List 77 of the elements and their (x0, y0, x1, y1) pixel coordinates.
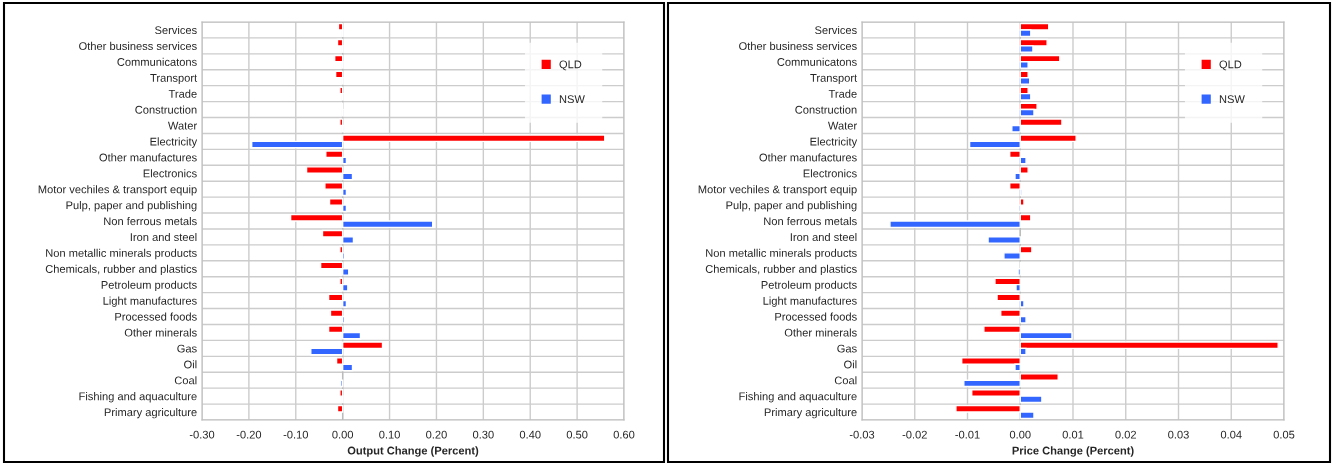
y-tick-label: Non metallic minerals products (46, 248, 197, 260)
y-tick-label: Pulp, paper and publishing (726, 201, 857, 212)
x-tick-label: 0.40 (519, 430, 541, 439)
y-tick-label: Trade (828, 89, 857, 98)
y-tick-label: Trade (168, 89, 197, 98)
y-tick-label: Services (155, 25, 197, 35)
y-tick-label: Light manufactures (103, 296, 197, 307)
y-tick-label: Other minerals (124, 328, 197, 337)
y-tick-label: Transport (150, 74, 198, 85)
legend-label: NSW (1219, 95, 1245, 104)
y-tick-label: Chemicals, rubber and plastics (705, 264, 857, 276)
legend-label: QLD (1219, 60, 1242, 71)
y-tick-label: Other manufactures (759, 153, 857, 162)
x-tick-label: -0.20 (236, 430, 262, 439)
x-tick-label: 0.00 (1009, 430, 1031, 439)
x-tick-label: 0.05 (1273, 430, 1295, 439)
bar (336, 404, 344, 413)
x-tick-label: 0.60 (613, 430, 635, 439)
y-tick-label: Non ferrous metals (764, 216, 857, 226)
y-tick-label: Light manufactures (763, 296, 857, 307)
y-tick-label: Other business services (739, 41, 857, 51)
y-tick-label: Services (815, 25, 857, 35)
y-tick-label: Petroleum products (761, 280, 857, 292)
x-tick-label: 0.00 (332, 430, 354, 439)
y-tick-label: Construction (135, 105, 197, 114)
bar (987, 236, 1021, 244)
y-tick-label: Electronics (143, 169, 197, 178)
y-tick-label: Transport (810, 74, 858, 85)
x-axis-title: Output Change (Percent) (347, 446, 479, 457)
y-tick-label: Iron and steel (790, 232, 857, 242)
x-tick-label: 0.50 (566, 430, 588, 439)
y-tick-label: Non ferrous metals (104, 216, 197, 226)
y-tick-label: Iron and steel (130, 232, 197, 242)
y-tick-label: Gas (837, 344, 857, 353)
y-tick-label: Water (827, 121, 857, 130)
x-tick-label: 0.20 (426, 430, 447, 439)
y-tick-label: Motor vechiles & transport equip (698, 185, 857, 196)
y-tick-label: Other manufactures (99, 153, 197, 162)
x-tick-label: -0.03 (849, 430, 875, 439)
y-tick-label: Coal (174, 376, 197, 385)
y-tick-label: Primary agriculture (104, 408, 197, 419)
y-tick-label: Fishing and aquaculture (739, 392, 857, 403)
y-tick-label: Construction (795, 105, 857, 114)
y-tick-label: Non metallic minerals products (706, 248, 857, 260)
y-tick-label: Petroleum products (101, 280, 197, 292)
x-axis-title: Price Change (Percent) (1012, 446, 1134, 457)
x-tick-label: 0.01 (1062, 430, 1084, 439)
y-tick-label: Oil (184, 360, 197, 369)
y-tick-label: Water (167, 121, 197, 130)
x-tick-label: 0.04 (1220, 430, 1242, 439)
legend-label: QLD (559, 60, 582, 71)
y-tick-label: Oil (844, 360, 857, 369)
y-tick-label: Electricity (150, 137, 198, 148)
x-tick-label: -0.02 (902, 430, 927, 439)
y-tick-label: Coal (834, 376, 857, 385)
y-tick-label: Processed foods (115, 312, 197, 321)
y-tick-label: Gas (177, 344, 197, 353)
x-tick-label: -0.01 (955, 430, 980, 439)
y-tick-label: Electronics (803, 169, 857, 178)
y-tick-label: Fishing and aquaculture (79, 392, 197, 403)
x-tick-label: 0.10 (379, 430, 400, 439)
y-tick-label: Communicatons (777, 57, 857, 66)
y-tick-label: Electricity (810, 137, 858, 148)
x-tick-label: 0.30 (472, 430, 494, 439)
y-tick-label: Other minerals (784, 328, 857, 337)
y-tick-label: Communicatons (117, 57, 197, 66)
y-tick-label: Processed foods (775, 312, 857, 321)
y-tick-label: Chemicals, rubber and plastics (45, 264, 197, 276)
y-tick-label: Primary agriculture (764, 408, 857, 419)
x-tick-label: -0.30 (189, 430, 215, 439)
legend-label: NSW (559, 95, 585, 104)
x-tick-label: -0.10 (283, 430, 309, 439)
y-tick-label: Motor vechiles & transport equip (38, 185, 197, 196)
y-tick-label: Other business services (79, 41, 197, 51)
y-tick-label: Pulp, paper and publishing (66, 201, 197, 212)
x-tick-label: 0.02 (1115, 430, 1137, 439)
x-tick-label: 0.03 (1168, 430, 1189, 439)
